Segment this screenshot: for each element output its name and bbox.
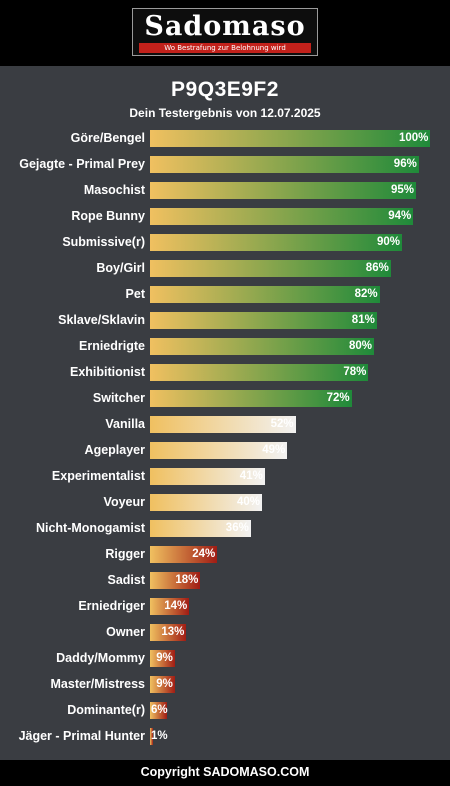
result-bar — [150, 364, 369, 381]
result-bar — [150, 390, 352, 407]
bar-value-label: 52% — [270, 418, 294, 430]
category-label: Göre/Bengel — [70, 131, 145, 145]
result-bar — [150, 312, 377, 329]
bar-value-label: 9% — [156, 678, 173, 690]
result-bar — [150, 468, 265, 485]
result-bar — [150, 624, 187, 641]
bar-value-label: 6% — [151, 704, 168, 716]
bar-value-label: 86% — [365, 262, 389, 274]
site-logo[interactable]: Sadomaso Wo Bestrafung zur Belohnung wir… — [132, 8, 318, 56]
bar-value-label: 78% — [343, 366, 367, 378]
category-label: Gejagte - Primal Prey — [19, 157, 145, 171]
bar-value-label: 14% — [164, 600, 188, 612]
result-bar — [150, 520, 251, 537]
bar-value-label: 41% — [239, 470, 263, 482]
result-bar — [150, 286, 380, 303]
result-bar — [150, 234, 402, 251]
bar-value-label: 80% — [349, 340, 373, 352]
category-label: Daddy/Mommy — [56, 651, 145, 665]
result-bar — [150, 442, 288, 459]
result-bar-chart: Göre/Bengel 100% Gejagte - Primal Prey 96% M… — [0, 126, 450, 750]
category-label: Submissive(r) — [62, 235, 145, 249]
result-bar — [150, 728, 153, 745]
footer-band: Copyright SADOMASO.COM — [0, 760, 450, 786]
category-label: Master/Mistress — [50, 677, 146, 691]
result-bar — [150, 650, 176, 667]
bar-value-label: 72% — [326, 392, 350, 404]
bar-value-label: 18% — [175, 574, 199, 586]
logo-tagline: Wo Bestrafung zur Belohnung wird — [139, 43, 311, 53]
result-bar — [150, 416, 296, 433]
category-label: Rope Bunny — [71, 209, 145, 223]
result-bar — [150, 494, 262, 511]
bar-value-label: 36% — [225, 522, 249, 534]
bar-value-label: 24% — [192, 548, 216, 560]
bar-value-label: 9% — [156, 652, 173, 664]
result-bar — [150, 676, 176, 693]
category-label: Exhibitionist — [70, 365, 145, 379]
bar-value-label: 1% — [151, 730, 168, 742]
bar-value-label: 13% — [161, 626, 185, 638]
category-label: Switcher — [92, 391, 145, 405]
category-label: Sklave/Sklavin — [58, 313, 145, 327]
bar-value-label: 95% — [391, 184, 415, 196]
category-label: Erniedriger — [78, 599, 145, 613]
category-label: Sadist — [107, 573, 145, 587]
result-bar — [150, 598, 190, 615]
copyright-text: Copyright SADOMASO.COM — [140, 765, 310, 779]
category-label: Voyeur — [103, 495, 145, 509]
logo-text: Sadomaso — [144, 11, 306, 42]
header-band: Sadomaso Wo Bestrafung zur Belohnung wir… — [0, 0, 450, 66]
category-label: Nicht-Monogamist — [35, 521, 145, 535]
category-label: Pet — [125, 287, 145, 301]
category-label: Vanilla — [105, 417, 145, 431]
result-bar — [150, 260, 391, 277]
category-label: Jäger - Primal Hunter — [18, 729, 145, 743]
category-label: Owner — [106, 625, 145, 639]
result-bar — [150, 156, 419, 173]
bar-value-label: 49% — [262, 444, 286, 456]
result-bar — [150, 182, 416, 199]
result-bar — [150, 546, 218, 563]
bar-value-label: 81% — [351, 314, 375, 326]
category-label: Erniedrigte — [79, 339, 145, 353]
result-bar — [150, 338, 374, 355]
bar-value-label: 90% — [377, 236, 401, 248]
category-label: Boy/Girl — [96, 261, 145, 275]
category-label: Experimentalist — [51, 469, 145, 483]
category-label: Dominante(r) — [67, 703, 145, 717]
result-bar — [150, 130, 430, 147]
result-subtitle: Dein Testergebnis von 12.07.2025 — [129, 106, 321, 120]
category-label: Masochist — [83, 183, 145, 197]
bar-value-label: 96% — [393, 158, 417, 170]
result-title: P9Q3E9F2 — [171, 78, 279, 101]
result-bar — [150, 572, 201, 589]
result-bar — [150, 702, 167, 719]
category-label: Ageplayer — [84, 443, 145, 457]
bar-value-label: 100% — [399, 132, 429, 144]
bar-value-label: 82% — [354, 288, 378, 300]
category-label: Rigger — [105, 547, 145, 561]
result-bar — [150, 208, 414, 225]
bar-value-label: 94% — [388, 210, 412, 222]
bar-value-label: 40% — [237, 496, 261, 508]
